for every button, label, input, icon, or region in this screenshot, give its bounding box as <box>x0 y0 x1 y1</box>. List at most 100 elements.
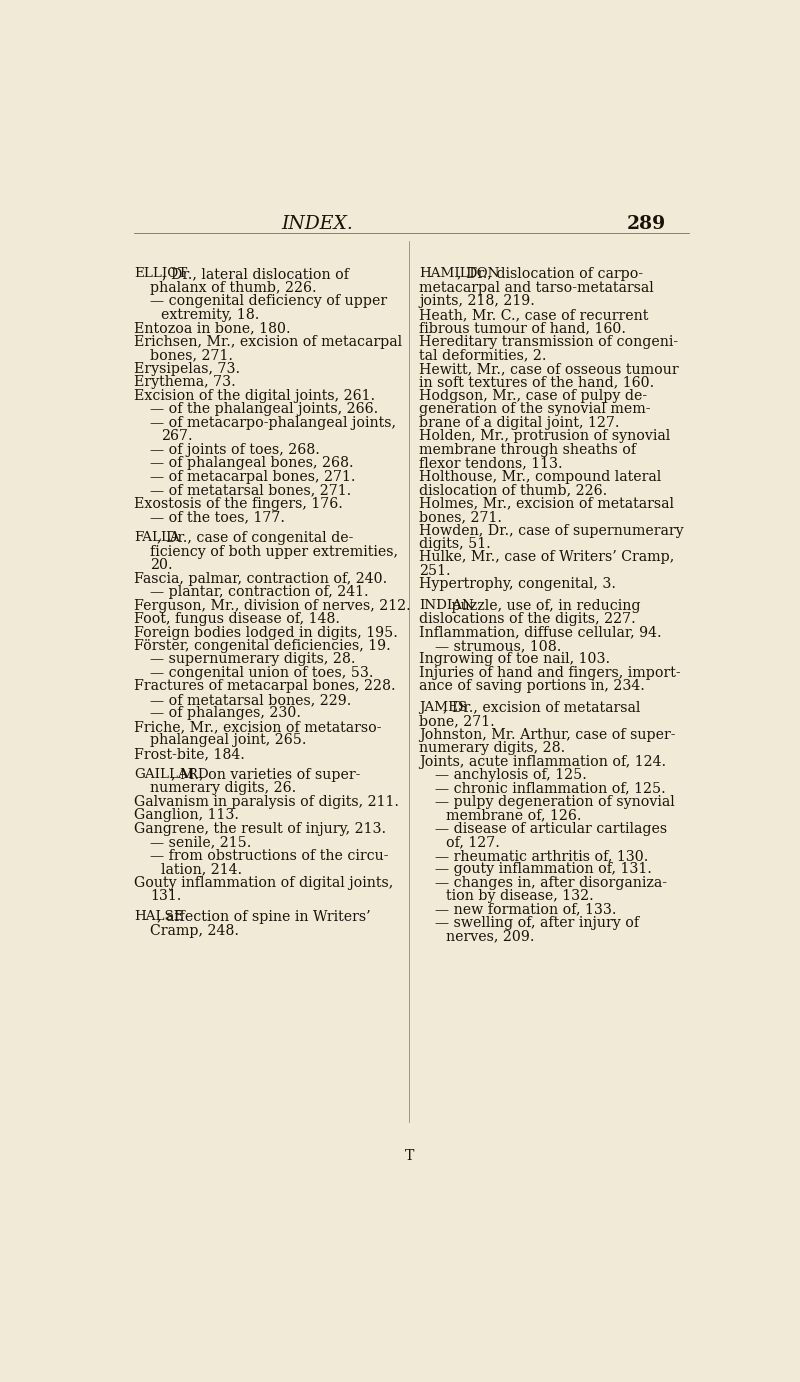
Text: Friche, Mr., excision of metatarso-: Friche, Mr., excision of metatarso- <box>134 720 382 734</box>
Text: in soft textures of the hand, 160.: in soft textures of the hand, 160. <box>419 376 654 390</box>
Text: ance of saving portions in, 234.: ance of saving portions in, 234. <box>419 680 645 694</box>
Text: puzzle, use of, in reducing: puzzle, use of, in reducing <box>447 598 641 612</box>
Text: Foot, fungus disease of, 148.: Foot, fungus disease of, 148. <box>134 612 340 626</box>
Text: tal deformities, 2.: tal deformities, 2. <box>419 348 547 362</box>
Text: Fractures of metacarpal bones, 228.: Fractures of metacarpal bones, 228. <box>134 680 396 694</box>
Text: , Dr., dislocation of carpo-: , Dr., dislocation of carpo- <box>457 268 642 282</box>
Text: of, 127.: of, 127. <box>446 835 499 850</box>
Text: Hodgson, Mr., case of pulpy de-: Hodgson, Mr., case of pulpy de- <box>419 388 647 402</box>
Text: Excision of the digital joints, 261.: Excision of the digital joints, 261. <box>134 388 375 402</box>
Text: Holmes, Mr., excision of metatarsal: Holmes, Mr., excision of metatarsal <box>419 496 674 510</box>
Text: numerary digits, 28.: numerary digits, 28. <box>419 741 566 755</box>
Text: 251.: 251. <box>419 564 451 578</box>
Text: , M., on varieties of super-: , M., on varieties of super- <box>171 768 361 782</box>
Text: digits, 51.: digits, 51. <box>419 538 491 551</box>
Text: joints, 218, 219.: joints, 218, 219. <box>419 294 535 308</box>
Text: — congenital union of toes, 53.: — congenital union of toes, 53. <box>150 666 374 680</box>
Text: — gouty inflammation of, 131.: — gouty inflammation of, 131. <box>435 862 652 876</box>
Text: Ganglion, 113.: Ganglion, 113. <box>134 808 239 822</box>
Text: — of metatarsal bones, 229.: — of metatarsal bones, 229. <box>150 692 352 708</box>
Text: dislocation of thumb, 226.: dislocation of thumb, 226. <box>419 484 607 498</box>
Text: 289: 289 <box>626 216 666 234</box>
Text: ELLIOT: ELLIOT <box>134 268 187 281</box>
Text: — supernumerary digits, 28.: — supernumerary digits, 28. <box>150 652 356 666</box>
Text: 131.: 131. <box>150 889 182 904</box>
Text: — of metatarsal bones, 271.: — of metatarsal bones, 271. <box>150 484 352 498</box>
Text: JAMES: JAMES <box>419 701 467 713</box>
Text: Erythema, 73.: Erythema, 73. <box>134 376 236 390</box>
Text: — from obstructions of the circu-: — from obstructions of the circu- <box>150 849 389 862</box>
Text: — disease of articular cartilages: — disease of articular cartilages <box>435 822 667 836</box>
Text: , Dr., lateral dislocation of: , Dr., lateral dislocation of <box>162 268 349 282</box>
Text: Hulke, Mr., case of Writers’ Cramp,: Hulke, Mr., case of Writers’ Cramp, <box>419 550 674 564</box>
Text: — of metacarpal bones, 271.: — of metacarpal bones, 271. <box>150 470 356 484</box>
Text: Cramp, 248.: Cramp, 248. <box>150 925 239 938</box>
Text: Ingrowing of toe nail, 103.: Ingrowing of toe nail, 103. <box>419 652 610 666</box>
Text: ficiency of both upper extremities,: ficiency of both upper extremities, <box>150 545 398 558</box>
Text: 267.: 267. <box>162 430 193 444</box>
Text: — of phalangeal bones, 268.: — of phalangeal bones, 268. <box>150 456 354 470</box>
Text: — chronic inflammation of, 125.: — chronic inflammation of, 125. <box>435 781 666 796</box>
Text: flexor tendons, 113.: flexor tendons, 113. <box>419 456 563 470</box>
Text: HAMILTON: HAMILTON <box>419 268 500 281</box>
Text: T: T <box>406 1148 414 1164</box>
Text: Frost-bite, 184.: Frost-bite, 184. <box>134 746 245 761</box>
Text: — anchylosis of, 125.: — anchylosis of, 125. <box>435 768 586 782</box>
Text: Erichsen, Mr., excision of metacarpal: Erichsen, Mr., excision of metacarpal <box>134 334 402 348</box>
Text: Joints, acute inflammation of, 124.: Joints, acute inflammation of, 124. <box>419 755 666 768</box>
Text: , Dr., case of congenital de-: , Dr., case of congenital de- <box>158 531 354 546</box>
Text: bones, 271.: bones, 271. <box>150 348 234 362</box>
Text: membrane of, 126.: membrane of, 126. <box>446 808 581 822</box>
Text: — rheumatic arthritis of, 130.: — rheumatic arthritis of, 130. <box>435 849 648 862</box>
Text: — of joints of toes, 268.: — of joints of toes, 268. <box>150 442 320 456</box>
Text: metacarpal and tarso-metatarsal: metacarpal and tarso-metatarsal <box>419 281 654 294</box>
Text: Howden, Dr., case of supernumerary: Howden, Dr., case of supernumerary <box>419 524 684 538</box>
Text: membrane through sheaths of: membrane through sheaths of <box>419 442 637 456</box>
Text: tion by disease, 132.: tion by disease, 132. <box>446 889 594 904</box>
Text: — senile, 215.: — senile, 215. <box>150 835 252 850</box>
Text: Gouty inflammation of digital joints,: Gouty inflammation of digital joints, <box>134 876 394 890</box>
Text: — new formation of, 133.: — new formation of, 133. <box>435 902 616 916</box>
Text: Förster, congenital deficiencies, 19.: Förster, congenital deficiencies, 19. <box>134 638 391 654</box>
Text: — of the phalangeal joints, 266.: — of the phalangeal joints, 266. <box>150 402 378 416</box>
Text: 20.: 20. <box>150 558 173 572</box>
Text: fibrous tumour of hand, 160.: fibrous tumour of hand, 160. <box>419 322 626 336</box>
Text: generation of the synovial mem-: generation of the synovial mem- <box>419 402 651 416</box>
Text: — strumous, 108.: — strumous, 108. <box>435 638 561 654</box>
Text: — swelling of, after injury of: — swelling of, after injury of <box>435 916 639 930</box>
Text: GAILLARD: GAILLARD <box>134 768 209 781</box>
Text: Holthouse, Mr., compound lateral: Holthouse, Mr., compound lateral <box>419 470 662 484</box>
Text: Hereditary transmission of congeni-: Hereditary transmission of congeni- <box>419 334 678 348</box>
Text: Johnston, Mr. Arthur, case of super-: Johnston, Mr. Arthur, case of super- <box>419 727 676 742</box>
Text: Exostosis of the fingers, 176.: Exostosis of the fingers, 176. <box>134 496 343 510</box>
Text: — pulpy degeneration of synovial: — pulpy degeneration of synovial <box>435 795 674 808</box>
Text: INDEX.: INDEX. <box>281 216 353 234</box>
Text: FALLA: FALLA <box>134 531 180 545</box>
Text: — of metacarpo-phalangeal joints,: — of metacarpo-phalangeal joints, <box>150 416 396 430</box>
Text: Ferguson, Mr., division of nerves, 212.: Ferguson, Mr., division of nerves, 212. <box>134 598 411 612</box>
Text: Inflammation, diffuse cellular, 94.: Inflammation, diffuse cellular, 94. <box>419 626 662 640</box>
Text: Fascia, palmar, contraction of, 240.: Fascia, palmar, contraction of, 240. <box>134 572 387 586</box>
Text: INDIAN: INDIAN <box>419 598 474 612</box>
Text: — congenital deficiency of upper: — congenital deficiency of upper <box>150 294 387 308</box>
Text: Heath, Mr. C., case of recurrent: Heath, Mr. C., case of recurrent <box>419 308 649 322</box>
Text: — plantar, contraction of, 241.: — plantar, contraction of, 241. <box>150 585 369 600</box>
Text: Erysipelas, 73.: Erysipelas, 73. <box>134 362 240 376</box>
Text: — changes in, after disorganiza-: — changes in, after disorganiza- <box>435 876 666 890</box>
Text: Gangrene, the result of injury, 213.: Gangrene, the result of injury, 213. <box>134 822 386 836</box>
Text: Injuries of hand and fingers, import-: Injuries of hand and fingers, import- <box>419 666 681 680</box>
Text: phalanx of thumb, 226.: phalanx of thumb, 226. <box>150 281 317 294</box>
Text: phalangeal joint, 265.: phalangeal joint, 265. <box>150 734 307 748</box>
Text: , affection of spine in Writers’: , affection of spine in Writers’ <box>158 911 371 925</box>
Text: HALSE: HALSE <box>134 911 184 923</box>
Text: Hewitt, Mr., case of osseous tumour: Hewitt, Mr., case of osseous tumour <box>419 362 679 376</box>
Text: , Dr., excision of metatarsal: , Dr., excision of metatarsal <box>442 701 640 714</box>
Text: lation, 214.: lation, 214. <box>162 862 242 876</box>
Text: — of phalanges, 230.: — of phalanges, 230. <box>150 706 302 720</box>
Text: numerary digits, 26.: numerary digits, 26. <box>150 781 297 796</box>
Text: Hypertrophy, congenital, 3.: Hypertrophy, congenital, 3. <box>419 578 616 591</box>
Text: Foreign bodies lodged in digits, 195.: Foreign bodies lodged in digits, 195. <box>134 626 398 640</box>
Text: bones, 271.: bones, 271. <box>419 510 502 524</box>
Text: Galvanism in paralysis of digits, 211.: Galvanism in paralysis of digits, 211. <box>134 795 399 808</box>
Text: — of the toes, 177.: — of the toes, 177. <box>150 510 286 524</box>
